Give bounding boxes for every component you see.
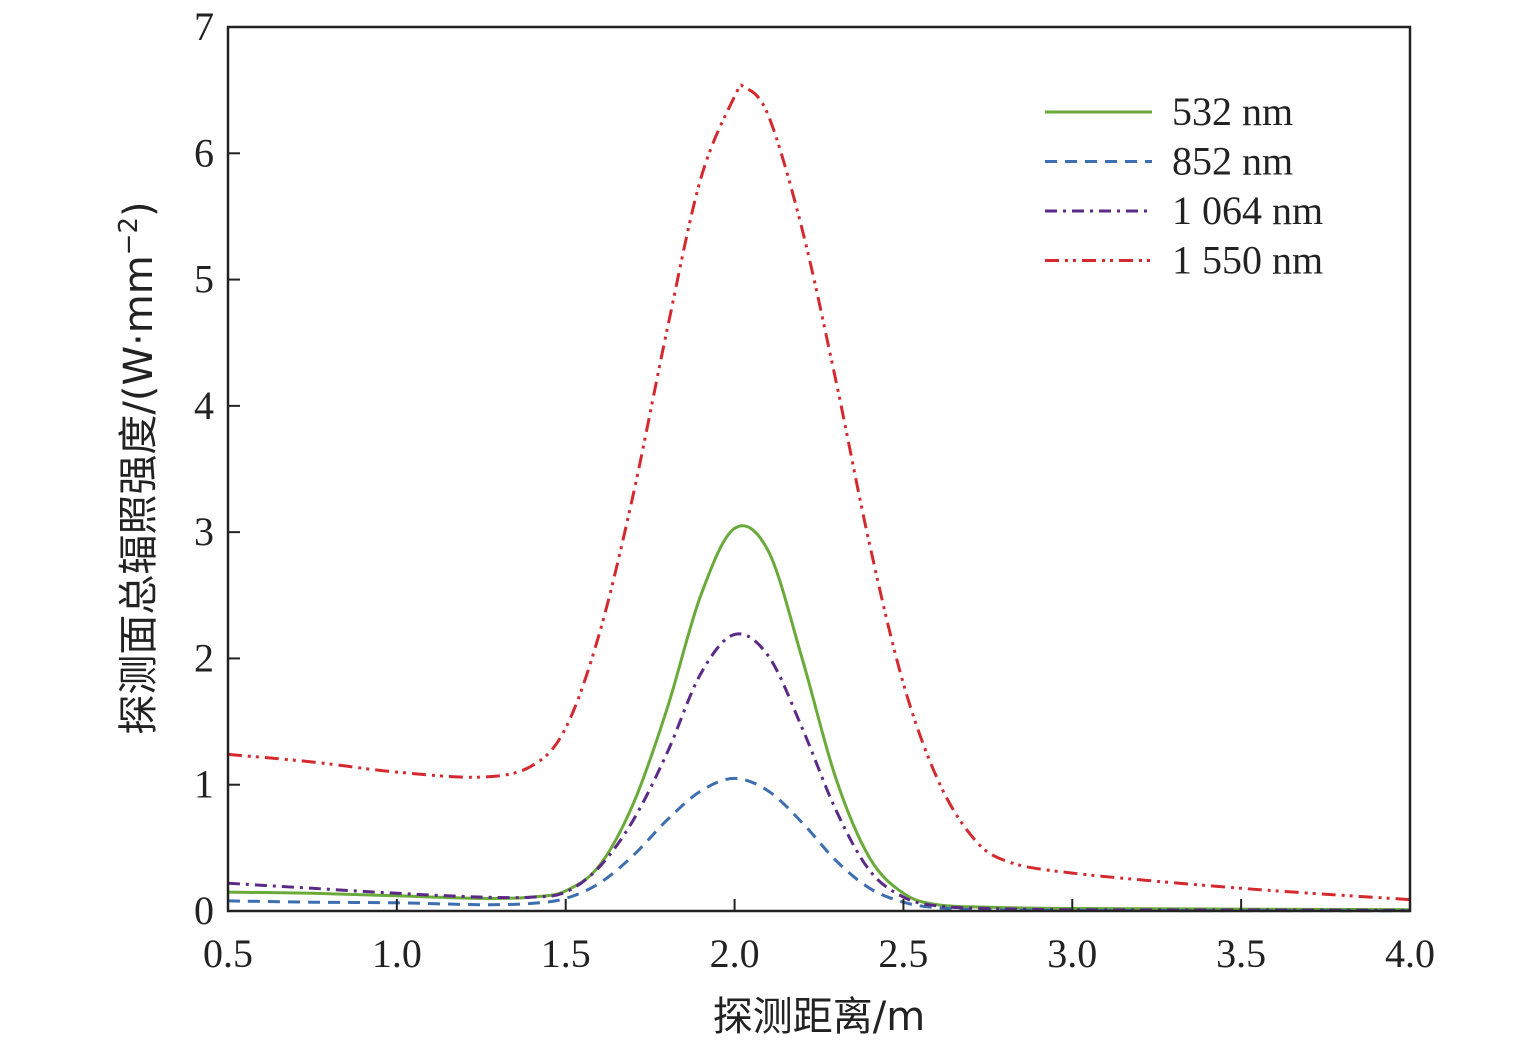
x-tick-label: 4.0 [1385, 931, 1435, 976]
y-axis-title-main: 探测面总辐照强度/(W·mm [116, 255, 162, 734]
y-axis-title: 探测面总辐照强度/(W·mm−2) [114, 201, 162, 734]
y-tick-label: 5 [194, 257, 214, 302]
y-axis-title-end: ) [116, 201, 162, 217]
legend: 532 nm 852 nm1 064 nm 1 550 nm [1045, 89, 1323, 283]
x-tick-label: 3.0 [1047, 931, 1097, 976]
legend-label-1: 852 nm [1172, 139, 1293, 184]
tick-labels: 0.5 1.0 1.5 2.0 2.5 3.0 3.5 4.0 0 1 2 3 4 5 6 7 [194, 4, 1435, 976]
series-line-3 [227, 83, 1411, 902]
x-tick-label: 1.5 [541, 931, 591, 976]
series-line-0 [227, 524, 1411, 912]
y-tick-label: 4 [194, 383, 214, 428]
x-axis-title: 探测距离/m [713, 994, 925, 1040]
x-tick-label: 1.0 [372, 931, 422, 976]
x-tick-label: 3.5 [1216, 931, 1266, 976]
y-tick-label: 1 [194, 762, 214, 807]
legend-label-3: 1 550 nm [1172, 238, 1323, 283]
series-line-2 [227, 632, 1411, 912]
y-tick-label: 0 [194, 888, 214, 933]
x-tick-label: 2.0 [710, 931, 760, 976]
series-line-1 [227, 776, 1411, 913]
y-tick-label: 7 [194, 4, 214, 49]
legend-label-0: 532 nm [1172, 89, 1293, 134]
y-axis-title-sup: −2 [114, 217, 144, 255]
ticks-layer [227, 26, 1411, 912]
y-tick-label: 2 [194, 635, 214, 680]
x-tick-label: 0.5 [203, 931, 253, 976]
plot-frame [226, 25, 1412, 913]
y-tick-label: 3 [194, 509, 214, 554]
x-tick-label: 2.5 [878, 931, 928, 976]
legend-label-2: 1 064 nm [1172, 188, 1323, 233]
y-tick-label: 6 [194, 130, 214, 175]
